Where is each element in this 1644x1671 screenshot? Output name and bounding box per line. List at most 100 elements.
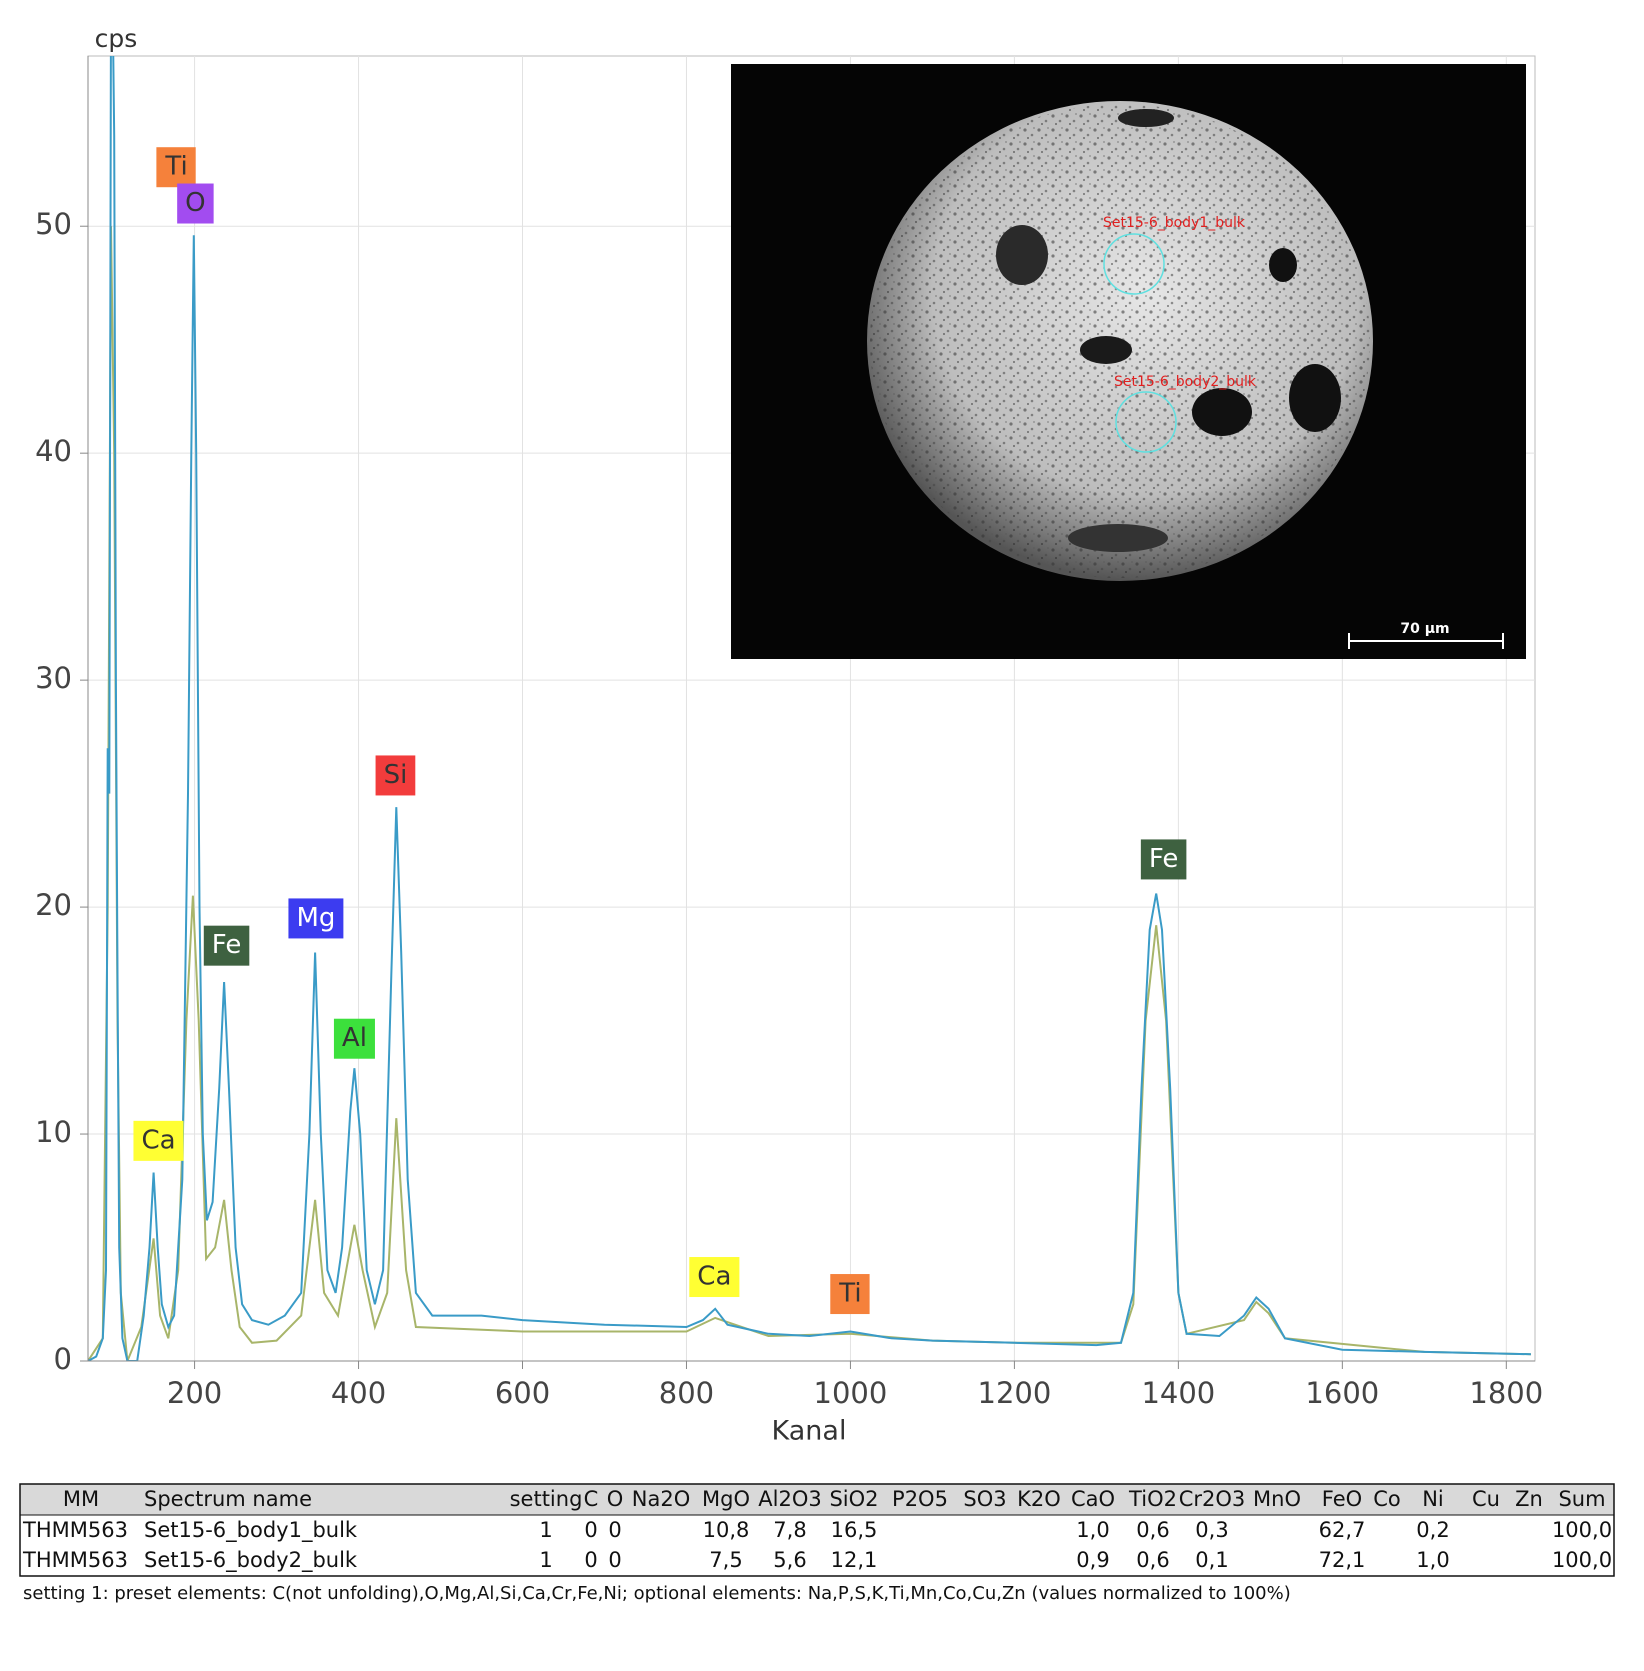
pore [1080, 336, 1132, 364]
table-header-cell: Cr2O3 [1179, 1487, 1246, 1511]
table-cell: 0,9 [1076, 1548, 1109, 1572]
element-tag-box [375, 755, 416, 796]
table-header-cell: MgO [702, 1487, 750, 1511]
x-tick-label: 200 [167, 1376, 222, 1410]
element-tag-label: Fe [212, 930, 242, 960]
element-tag: Mg [288, 898, 344, 939]
x-tick-label: 800 [659, 1376, 714, 1410]
table-header-cell: SO3 [963, 1487, 1006, 1511]
table-cell: 0 [608, 1548, 621, 1572]
spot-label: Set15-6_body2_bulk [1114, 374, 1257, 390]
table-header-cell: C [584, 1487, 599, 1511]
element-tag-label: Ti [164, 152, 187, 182]
table-header-cell: Spectrum name [144, 1487, 312, 1511]
table-cell: THMM563 [22, 1548, 128, 1572]
element-tag-box [830, 1274, 870, 1315]
element-tag-label: O [185, 188, 205, 218]
table-header-cell: K2O [1017, 1487, 1061, 1511]
element-tag-label: Fe [1149, 844, 1179, 874]
element-tag: Fe [1140, 839, 1187, 880]
x-tick-label: 1800 [1469, 1376, 1543, 1410]
table-cell: Set15-6_body2_bulk [144, 1548, 358, 1573]
table-cell: 0,6 [1136, 1518, 1169, 1542]
element-tag-box [288, 898, 344, 939]
table-cell: 0 [584, 1518, 597, 1542]
pore [1118, 109, 1174, 127]
x-axis-label: Kanal [772, 1416, 847, 1447]
element-tag-box [689, 1257, 740, 1298]
table-cell: 7,8 [773, 1518, 806, 1542]
spot-label: Set15-6_body1_bulk [1103, 215, 1246, 231]
element-tag: O [177, 183, 214, 224]
table-header-cell: TiO2 [1128, 1487, 1177, 1511]
table-header-cell: Cu [1472, 1487, 1500, 1511]
y-tick-label: 10 [35, 1115, 72, 1149]
y-tick-label: 0 [54, 1342, 72, 1376]
table-cell: 62,7 [1319, 1518, 1366, 1542]
spot-marker [1115, 391, 1177, 453]
table-header-cell: Na2O [632, 1487, 690, 1511]
table-cell: THMM563 [22, 1518, 128, 1542]
table-cell: 100,0 [1552, 1548, 1612, 1572]
table-header-cell: Ni [1422, 1487, 1444, 1511]
table-border [19, 1483, 1615, 1577]
x-tick-label: 1400 [1141, 1376, 1215, 1410]
element-tag: Fe [203, 925, 250, 966]
table-cell: Set15-6_body1_bulk [144, 1518, 358, 1543]
x-tick-label: 1200 [978, 1376, 1052, 1410]
x-tick-label: 600 [495, 1376, 550, 1410]
element-tag-label: Ca [141, 1125, 175, 1155]
table-header-cell: Co [1373, 1487, 1401, 1511]
table-header-cell: FeO [1322, 1487, 1362, 1511]
sem-image: Set15-6_body1_bulk Set15-6_body2_bulk 70… [731, 64, 1526, 659]
table-cell: 1 [539, 1548, 552, 1572]
table-header-cell: CaO [1071, 1487, 1115, 1511]
pore [1269, 248, 1297, 282]
element-tag: Ca [689, 1257, 740, 1298]
table-cell: 7,5 [709, 1548, 742, 1572]
element-tag-box [156, 147, 196, 188]
y-tick-label: 40 [35, 434, 72, 468]
element-tag: Si [375, 755, 416, 796]
pore [1192, 388, 1252, 436]
table-cell: 0,2 [1416, 1518, 1449, 1542]
element-tag-label: Ti [838, 1279, 861, 1309]
table-header-cell: Zn [1515, 1487, 1543, 1511]
element-tag-box [133, 1120, 184, 1161]
table-cell: 1 [539, 1518, 552, 1542]
table-header-cell: Sum [1558, 1487, 1605, 1511]
table-cell: 72,1 [1319, 1548, 1366, 1572]
element-tag: Al [333, 1018, 375, 1059]
x-tick-label: 400 [331, 1376, 386, 1410]
table-cell: 1,0 [1076, 1518, 1109, 1542]
y-tick-label: 20 [35, 888, 72, 922]
table-cell: 0,6 [1136, 1548, 1169, 1572]
element-tag-label: Mg [296, 903, 335, 933]
table-header-band [20, 1484, 1614, 1515]
table-header-cell: O [607, 1487, 624, 1511]
element-tag-box [177, 183, 214, 224]
y-tick-label: 30 [35, 661, 72, 695]
element-tag: Ti [830, 1274, 870, 1315]
element-tag-label: Si [384, 760, 408, 790]
table-header-cell: setting [510, 1487, 583, 1511]
table-cell: 0 [608, 1518, 621, 1542]
table-cell: 0,3 [1195, 1518, 1228, 1542]
table-header-cell: P2O5 [892, 1487, 948, 1511]
table-header-cell: MnO [1253, 1487, 1301, 1511]
table-cell: 10,8 [703, 1518, 750, 1542]
x-tick-label: 1600 [1305, 1376, 1379, 1410]
y-axis-label: cps [95, 24, 138, 53]
table-header-cell: MM [63, 1487, 99, 1511]
pore [1289, 364, 1341, 432]
element-tag: Ti [156, 147, 196, 188]
table-cell: 1,0 [1416, 1548, 1449, 1572]
element-tag-box [203, 925, 250, 966]
element-tag-box [1140, 839, 1187, 880]
spectrum-line [88, 226, 1531, 1361]
table-header-cell: SiO2 [829, 1487, 878, 1511]
footnote: setting 1: preset elements: C(not unfold… [23, 1583, 1291, 1604]
spectrum-line [88, 56, 1531, 1361]
scale-bar-label: 70 µm [1400, 621, 1449, 637]
